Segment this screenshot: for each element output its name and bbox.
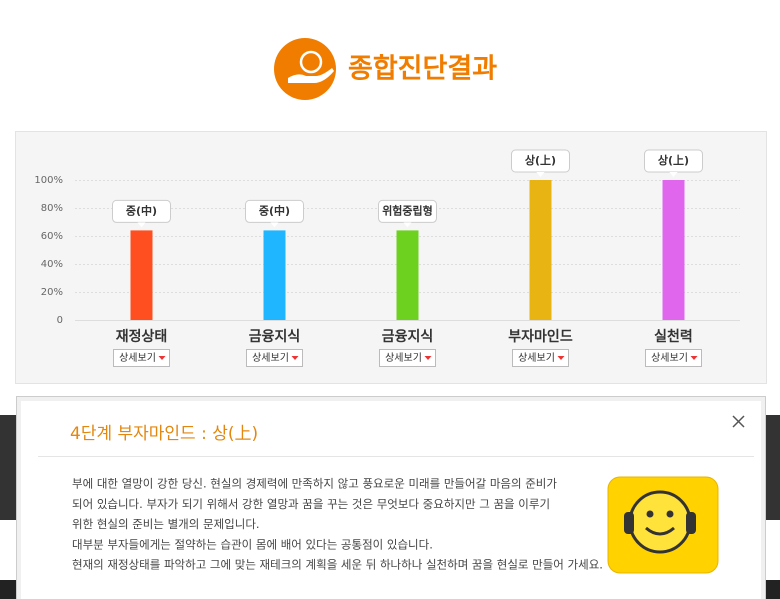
bar-label-pointer — [536, 172, 545, 177]
popup-text: 부에 대한 열망이 강한 당신. 현실의 경제력에 만족하지 않고 풍요로운 미… — [72, 477, 557, 491]
popup-text: 되어 있습니다. 부자가 되기 위해서 강한 열망과 꿈을 꾸는 것은 무엇보다… — [72, 497, 550, 511]
detail-button[interactable] — [645, 349, 702, 367]
detail-button[interactable] — [379, 349, 436, 367]
headset — [624, 512, 634, 534]
bar-label-pointer — [669, 172, 678, 177]
y-tick-label: 0 — [57, 315, 63, 326]
detail-button-label: 상세보기 — [252, 352, 289, 364]
y-tick-label: 60% — [41, 231, 63, 242]
popup-title: 4단계 부자마인드 : 상(上) — [70, 424, 258, 444]
dropdown-arrow — [291, 356, 299, 360]
smiley-face — [628, 490, 692, 554]
bar — [529, 180, 552, 320]
detail-button[interactable] — [512, 349, 569, 367]
headset — [686, 512, 696, 534]
bar — [263, 230, 286, 320]
coin-icon — [299, 50, 323, 74]
detail-button-label: 상세보기 — [651, 352, 688, 364]
dropdown-arrow — [690, 356, 698, 360]
y-tick-label: 40% — [41, 259, 63, 270]
smiley-eye — [646, 510, 654, 518]
dropdown-arrow — [424, 356, 432, 360]
bar — [396, 230, 419, 320]
y-tick-label: 20% — [41, 287, 63, 298]
bar-label: 상(上) — [658, 153, 689, 167]
detail-button-label: 상세보기 — [119, 352, 156, 364]
close-button[interactable] — [732, 415, 745, 428]
bar-label-pointer — [403, 222, 412, 228]
hand-icon — [288, 68, 334, 83]
x-tick-label: 금융지식 — [382, 329, 434, 345]
popup-text: 현재의 재정상태를 파악하고 그에 맞는 재테크의 계획을 세운 뒤 하나하나 … — [72, 558, 603, 572]
x-tick-label: 부자마인드 — [508, 328, 573, 345]
detail-button[interactable] — [246, 349, 303, 367]
bar-label: 위험중립형 — [382, 203, 433, 217]
page-title: 종합진단결과 — [348, 54, 497, 85]
bar-label-pointer — [270, 222, 279, 228]
y-tick-label: 80% — [41, 203, 63, 214]
smiley-mouth — [645, 526, 675, 536]
dropdown-arrow — [557, 356, 565, 360]
bar-label: 상(上) — [525, 153, 556, 167]
bar — [130, 230, 153, 320]
bar-label-pointer — [137, 222, 146, 228]
detail-button-label: 상세보기 — [518, 352, 555, 364]
popup-text: 대부분 부자들에게는 절약하는 습관이 몸에 배어 있다는 공통점이 있습니다. — [72, 537, 433, 551]
y-tick-label: 100% — [34, 175, 63, 186]
detail-button-label: 상세보기 — [385, 352, 422, 364]
popup-text: 위한 현실의 준비는 별개의 문제입니다. — [72, 517, 260, 531]
detail-button[interactable] — [113, 349, 170, 367]
bar-label: 중(中) — [126, 203, 157, 217]
dropdown-arrow — [158, 356, 166, 360]
bar — [662, 180, 685, 320]
x-tick-label: 금융지식 — [249, 329, 301, 345]
smiley-eye — [666, 510, 674, 518]
x-tick-label: 실천력 — [654, 329, 693, 345]
bar-label: 중(中) — [259, 203, 290, 217]
x-tick-label: 재정상태 — [116, 328, 168, 345]
